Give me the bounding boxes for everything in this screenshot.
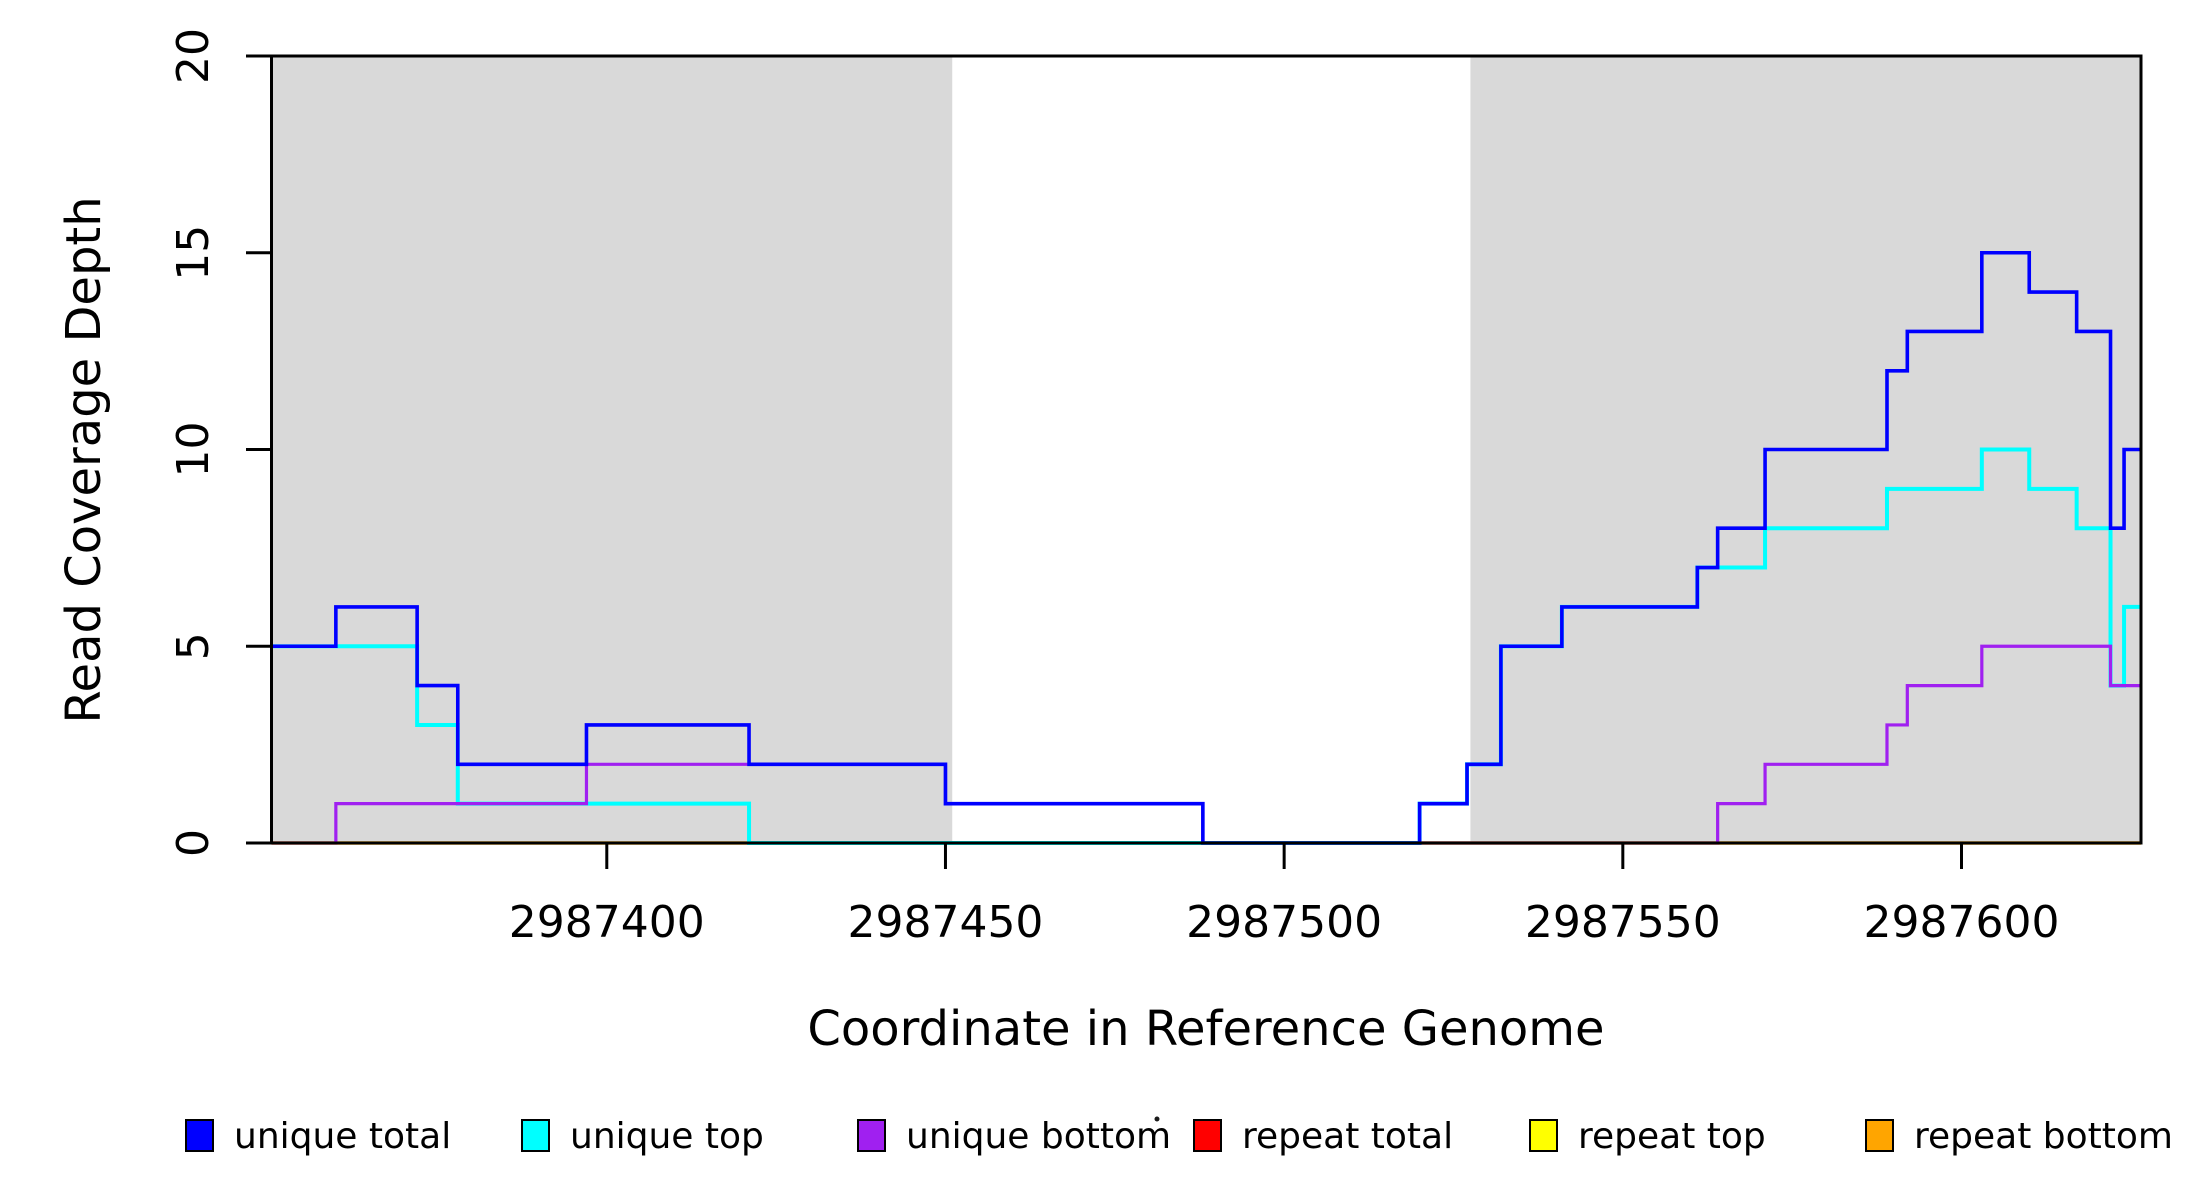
y-tick-label: 0 <box>168 829 219 857</box>
legend-label: unique total <box>234 1116 451 1157</box>
y-tick-label: 20 <box>168 28 219 84</box>
x-tick-label: 2987550 <box>1525 897 1721 948</box>
legend-swatch-unique-bottom <box>857 1119 886 1152</box>
legend-item-repeat-top: repeat top <box>1529 1116 1766 1157</box>
legend-item-repeat-total: repeat total <box>1193 1116 1453 1157</box>
legend-label: repeat total <box>1242 1116 1453 1157</box>
legend-item-unique-bottom: unique bottom <box>857 1116 1171 1157</box>
legend-label: repeat top <box>1578 1116 1766 1157</box>
y-tick-label: 15 <box>168 225 219 281</box>
x-tick-label: 2987600 <box>1864 897 2060 948</box>
legend-item-unique-top: unique top <box>521 1116 764 1157</box>
y-tick-label: 10 <box>168 422 219 478</box>
legend-item-unique-total: unique total <box>185 1116 451 1157</box>
x-tick-label: 2987400 <box>509 897 705 948</box>
x-axis-title: Coordinate in Reference Genome <box>807 1001 1604 1057</box>
legend-swatch-unique-top <box>521 1119 550 1152</box>
x-axis-ticks: 2987400 2987450 2987500 2987550 2987600 <box>509 843 2060 948</box>
series-line-unique-total <box>271 250 2141 845</box>
legend-swatch-repeat-total <box>1193 1119 1222 1152</box>
y-tick-label: 5 <box>168 632 219 660</box>
legend-label: unique bottom <box>906 1116 1171 1157</box>
x-tick-label: 2987500 <box>1186 897 1382 948</box>
legend-swatch-unique-total <box>185 1119 214 1152</box>
legend-swatch-repeat-bottom <box>1865 1119 1894 1152</box>
legend-label: unique top <box>570 1116 764 1157</box>
legend-label: repeat bottom <box>1914 1116 2173 1157</box>
series-line-unique-bottom <box>271 644 2141 845</box>
y-axis-title: Read Coverage Depth <box>56 196 112 723</box>
y-axis-ticks: 0 5 10 15 20 <box>168 28 272 857</box>
left-gray-region <box>271 56 953 843</box>
stray-mark-dot <box>1154 1116 1160 1122</box>
legend: unique total unique top unique bottom repea… <box>185 1116 2173 1157</box>
legend-swatch-repeat-top <box>1529 1119 1558 1152</box>
legend-item-repeat-bottom: repeat bottom <box>1865 1116 2173 1157</box>
x-tick-label: 2987450 <box>847 897 1043 948</box>
